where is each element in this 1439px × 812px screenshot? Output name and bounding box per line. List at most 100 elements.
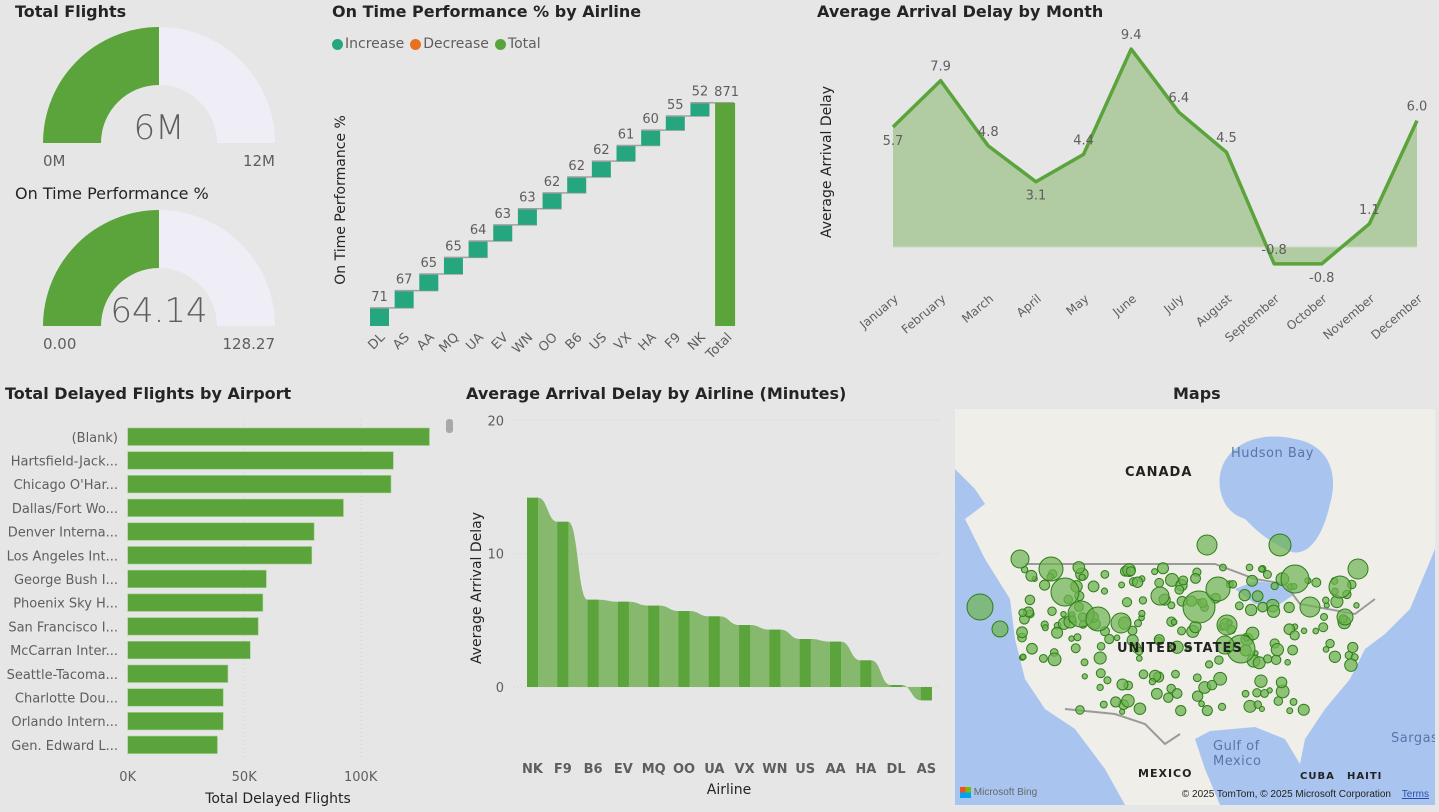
otp-gauge-fill[interactable]: [43, 210, 159, 326]
airport-bar[interactable]: [127, 475, 392, 494]
airport-marker[interactable]: [1344, 658, 1358, 672]
airport-marker[interactable]: [1138, 669, 1149, 680]
airport-marker[interactable]: [1322, 596, 1330, 604]
area-point[interactable]: [1366, 221, 1372, 227]
ribbon-bar-UA[interactable]: [708, 616, 720, 687]
waterfall-bar-NK[interactable]: [690, 102, 710, 117]
airport-marker[interactable]: [1025, 569, 1038, 582]
airport-marker[interactable]: [1234, 601, 1244, 611]
airport-marker[interactable]: [1138, 609, 1146, 618]
ribbon-bar-EV[interactable]: [617, 601, 629, 687]
airport-marker-large[interactable]: [1347, 558, 1369, 580]
airport-marker[interactable]: [1170, 618, 1178, 626]
airport-marker[interactable]: [1126, 634, 1139, 647]
airport-marker[interactable]: [1156, 562, 1170, 575]
airport-marker[interactable]: [1191, 690, 1204, 702]
airport-marker[interactable]: [1125, 566, 1136, 577]
airport-marker-large[interactable]: [966, 593, 994, 621]
airport-marker-large[interactable]: [1050, 577, 1080, 607]
airport-bar[interactable]: [127, 546, 313, 565]
legend-total[interactable]: Total: [494, 36, 541, 52]
airport-marker[interactable]: [1312, 627, 1320, 635]
airport-marker[interactable]: [1353, 602, 1360, 609]
airport-marker[interactable]: [1163, 692, 1174, 703]
airport-marker[interactable]: [1121, 693, 1135, 708]
ribbon-bar-US[interactable]: [799, 639, 811, 687]
airport-bar[interactable]: [127, 617, 259, 636]
airport-marker[interactable]: [1073, 633, 1082, 642]
airport-marker[interactable]: [1198, 700, 1205, 708]
airport-marker[interactable]: [1204, 660, 1214, 669]
waterfall-bar-DL[interactable]: [370, 307, 389, 326]
airport-marker[interactable]: [1214, 655, 1224, 665]
airport-marker[interactable]: [1099, 700, 1108, 709]
airport-marker[interactable]: [1171, 669, 1180, 679]
airport-bar[interactable]: [127, 735, 218, 754]
airport-marker[interactable]: [1068, 635, 1075, 642]
airport-marker[interactable]: [1087, 580, 1100, 593]
airport-marker-large[interactable]: [1299, 596, 1321, 618]
airport-marker[interactable]: [1104, 633, 1115, 645]
airport-marker-large[interactable]: [1215, 635, 1235, 655]
airport-marker[interactable]: [1297, 703, 1310, 716]
area-line[interactable]: [891, 47, 1419, 266]
airport-marker[interactable]: [1251, 590, 1264, 603]
waterfall-total-bar[interactable]: [715, 103, 736, 326]
airport-marker[interactable]: [1322, 646, 1330, 653]
airport-marker-large[interactable]: [1085, 606, 1111, 632]
airport-marker[interactable]: [1217, 702, 1227, 711]
area-point[interactable]: [1081, 151, 1087, 157]
waterfall-bar-HA[interactable]: [641, 130, 661, 146]
legend-decrease[interactable]: Decrease: [410, 36, 489, 52]
airport-marker[interactable]: [1150, 687, 1163, 700]
airport-marker[interactable]: [1113, 634, 1121, 642]
airport-marker[interactable]: [1133, 702, 1147, 715]
airport-marker[interactable]: [1116, 678, 1129, 691]
airport-marker-large[interactable]: [1205, 576, 1231, 602]
ribbon-bar-OO[interactable]: [678, 611, 690, 687]
airport-bar[interactable]: [127, 593, 264, 612]
airport-marker-large[interactable]: [1196, 534, 1218, 556]
legend-increase[interactable]: Increase: [332, 36, 404, 52]
airport-marker-large[interactable]: [991, 620, 1009, 638]
airport-marker[interactable]: [1131, 576, 1144, 588]
map-visual[interactable]: CANADA UNITED STATES MEXICO CUBA HAITI H…: [955, 409, 1435, 805]
airport-marker[interactable]: [1070, 643, 1081, 654]
airport-marker[interactable]: [1273, 696, 1284, 706]
airport-marker[interactable]: [1038, 653, 1048, 663]
airport-marker[interactable]: [1254, 674, 1268, 688]
airport-marker[interactable]: [1118, 581, 1126, 589]
ribbon-bar-NK[interactable]: [527, 497, 538, 687]
ribbon-bar-WN[interactable]: [769, 629, 781, 687]
airport-marker[interactable]: [1318, 622, 1329, 633]
airport-marker[interactable]: [1024, 594, 1036, 606]
ribbon-bar-B6[interactable]: [587, 599, 599, 687]
airport-marker[interactable]: [1072, 561, 1086, 574]
ribbon-bar-VX[interactable]: [739, 625, 751, 687]
waterfall-bar-US[interactable]: [591, 161, 611, 177]
area-point[interactable]: [985, 143, 991, 149]
airport-marker[interactable]: [1016, 626, 1028, 639]
airport-marker[interactable]: [1185, 644, 1193, 652]
airport-marker-large[interactable]: [1010, 549, 1030, 569]
airport-marker[interactable]: [1026, 642, 1038, 655]
airport-bar[interactable]: [127, 569, 267, 589]
airport-marker-large[interactable]: [1182, 590, 1216, 624]
airport-marker[interactable]: [1095, 668, 1106, 679]
airport-marker-large[interactable]: [1110, 612, 1132, 634]
airport-marker[interactable]: [1311, 577, 1322, 588]
area-point[interactable]: [1176, 109, 1182, 115]
airport-marker[interactable]: [1060, 610, 1067, 618]
airport-marker[interactable]: [1177, 626, 1187, 636]
ribbon-bar-DL[interactable]: [890, 685, 902, 687]
airport-marker[interactable]: [1238, 588, 1251, 602]
airport-marker[interactable]: [1286, 707, 1294, 715]
airport-marker[interactable]: [1206, 679, 1218, 691]
airport-bar[interactable]: [127, 640, 251, 660]
airport-marker[interactable]: [1047, 652, 1062, 667]
airport-marker-large[interactable]: [1336, 608, 1354, 626]
waterfall-bar-F9[interactable]: [665, 116, 685, 131]
airport-marker[interactable]: [1260, 689, 1269, 698]
airport-marker[interactable]: [1275, 676, 1288, 689]
airport-marker[interactable]: [1078, 573, 1086, 581]
